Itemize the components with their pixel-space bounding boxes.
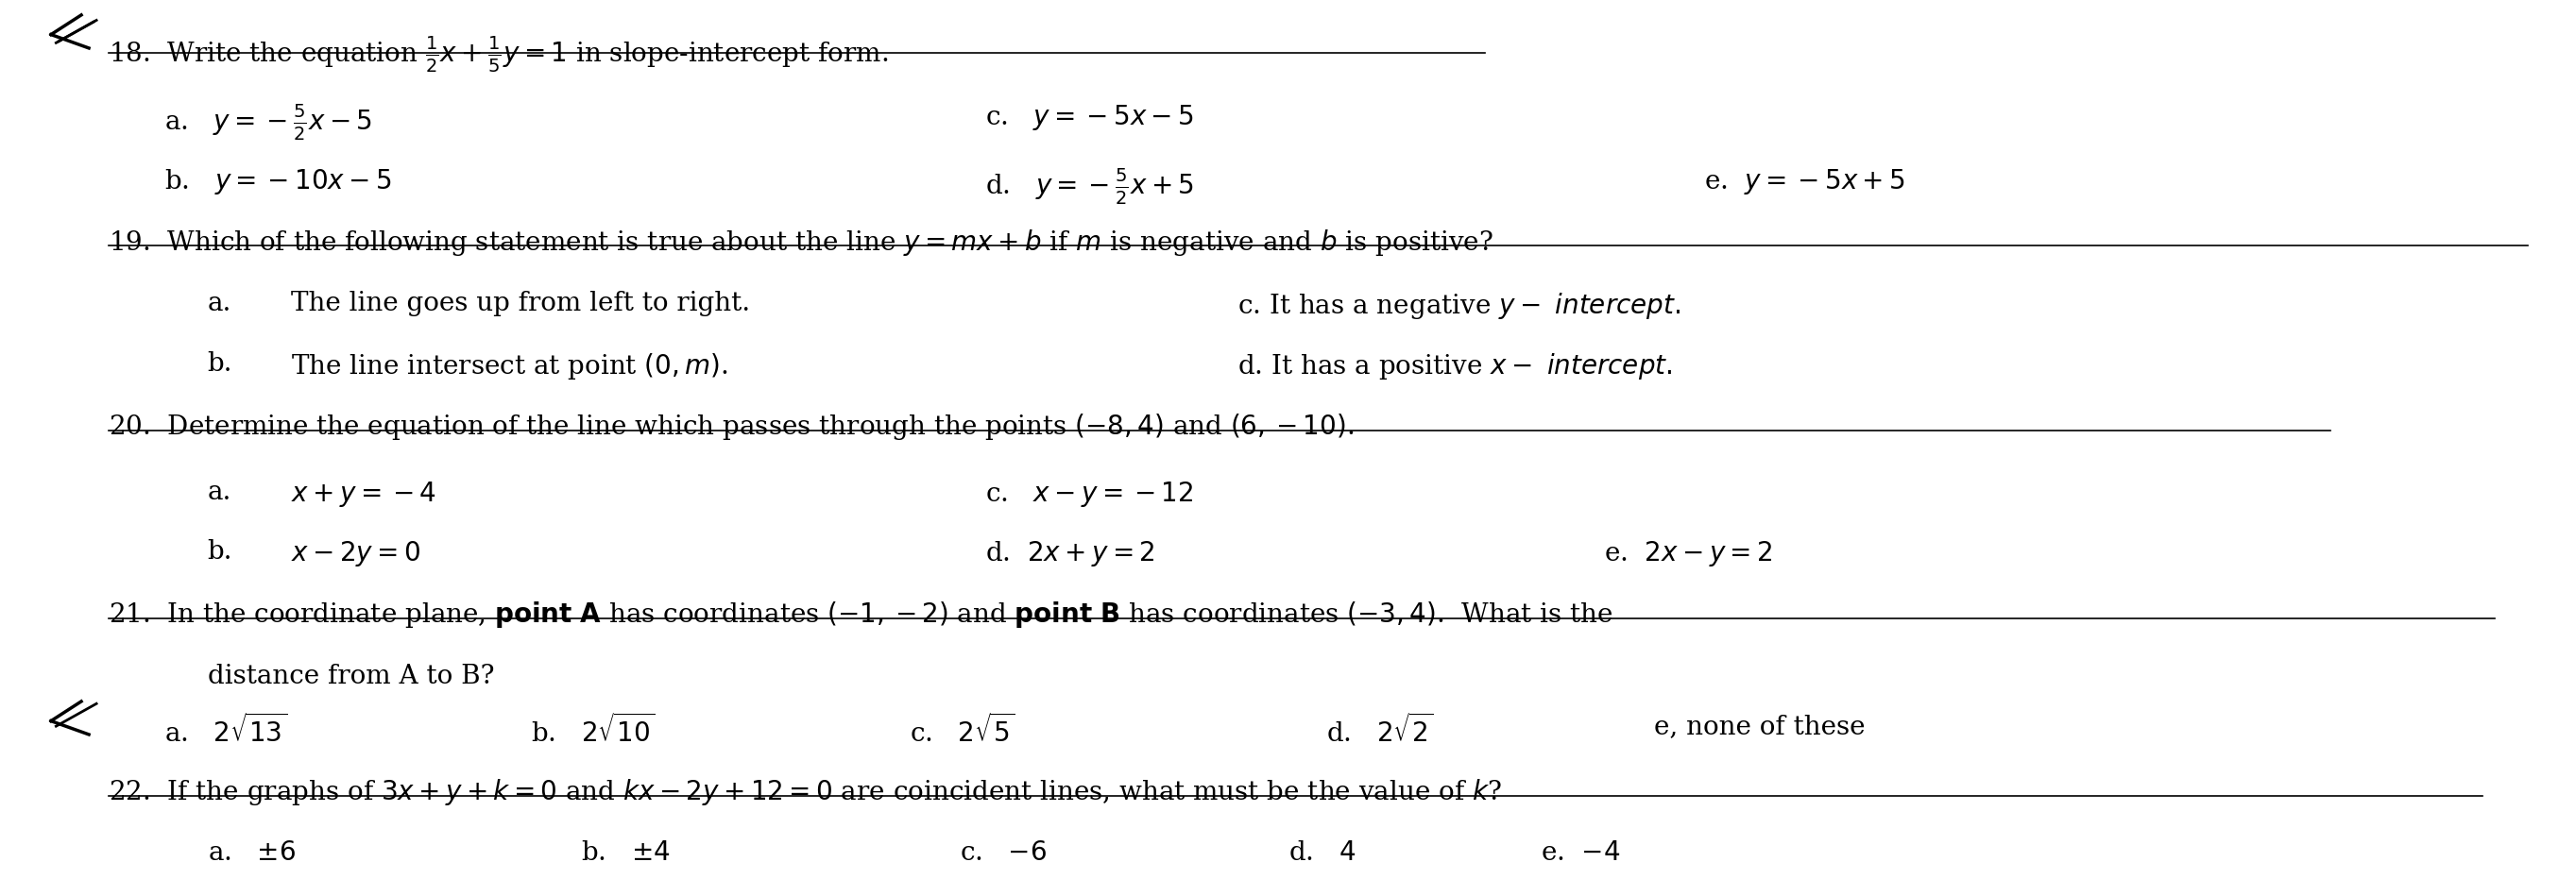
- Text: d.   $4$: d. $4$: [1288, 840, 1355, 866]
- Text: c.   $y = -5x - 5$: c. $y = -5x - 5$: [984, 103, 1193, 133]
- Text: The line intersect at point $(0, m)$.: The line intersect at point $(0, m)$.: [291, 351, 729, 382]
- Text: b.   $2\sqrt{10}$: b. $2\sqrt{10}$: [531, 714, 654, 748]
- Text: d.   $2\sqrt{2}$: d. $2\sqrt{2}$: [1327, 714, 1432, 748]
- Text: a.   $y = -\frac{5}{2}x - 5$: a. $y = -\frac{5}{2}x - 5$: [165, 103, 374, 142]
- Text: e.  $2x - y = 2$: e. $2x - y = 2$: [1602, 539, 1772, 569]
- Text: c. It has a negative $y -$ $\mathit{intercept.}$: c. It has a negative $y -$ $\mathit{inte…: [1236, 291, 1680, 322]
- Text: d.   $y = -\frac{5}{2}x + 5$: d. $y = -\frac{5}{2}x + 5$: [984, 167, 1195, 207]
- Text: a.   $\pm 6$: a. $\pm 6$: [209, 840, 296, 866]
- Text: $x - 2y = 0$: $x - 2y = 0$: [291, 539, 420, 569]
- Text: a.: a.: [209, 291, 232, 316]
- Text: 22.  If the graphs of $3x + y + k = 0$ and $kx - 2y + 12 = 0$ are coincident lin: 22. If the graphs of $3x + y + k = 0$ an…: [108, 777, 1502, 807]
- Text: a.   $2\sqrt{13}$: a. $2\sqrt{13}$: [165, 714, 289, 748]
- Text: d. It has a positive $x -$ $\mathit{intercept.}$: d. It has a positive $x -$ $\mathit{inte…: [1236, 351, 1672, 382]
- Text: 21.  In the coordinate plane, $\mathbf{point\ A}$ has coordinates $(-1, -2)$ and: 21. In the coordinate plane, $\mathbf{po…: [108, 599, 1613, 630]
- Text: b.   $y = -10x - 5$: b. $y = -10x - 5$: [165, 167, 392, 196]
- Text: c.   $-6$: c. $-6$: [961, 840, 1046, 866]
- Text: e.  $- 4$: e. $- 4$: [1540, 840, 1620, 866]
- Text: $x + y = -4$: $x + y = -4$: [291, 479, 435, 509]
- Text: c.   $2\sqrt{5}$: c. $2\sqrt{5}$: [909, 714, 1015, 748]
- Text: a.: a.: [209, 479, 232, 504]
- Text: b.: b.: [209, 539, 232, 565]
- Text: e.  $y = -5x + 5$: e. $y = -5x + 5$: [1705, 167, 1906, 196]
- Text: 19.  Which of the following statement is true about the line $y = mx + b$ if $m$: 19. Which of the following statement is …: [108, 228, 1494, 257]
- Text: 18.  Write the equation $\frac{1}{2}x + \frac{1}{5}y = 1$ in slope-intercept for: 18. Write the equation $\frac{1}{2}x + \…: [108, 35, 889, 75]
- Text: e, none of these: e, none of these: [1654, 714, 1865, 740]
- Text: distance from A to B?: distance from A to B?: [209, 664, 495, 689]
- Text: c.   $x - y = -12$: c. $x - y = -12$: [984, 479, 1193, 509]
- Text: b.: b.: [209, 351, 232, 377]
- Text: 20.  Determine the equation of the line which passes through the points $(-8, 4): 20. Determine the equation of the line w…: [108, 411, 1355, 442]
- Text: d.  $2x + y = 2$: d. $2x + y = 2$: [984, 539, 1154, 569]
- Text: b.   $\pm 4$: b. $\pm 4$: [582, 840, 670, 866]
- Text: The line goes up from left to right.: The line goes up from left to right.: [291, 291, 750, 316]
